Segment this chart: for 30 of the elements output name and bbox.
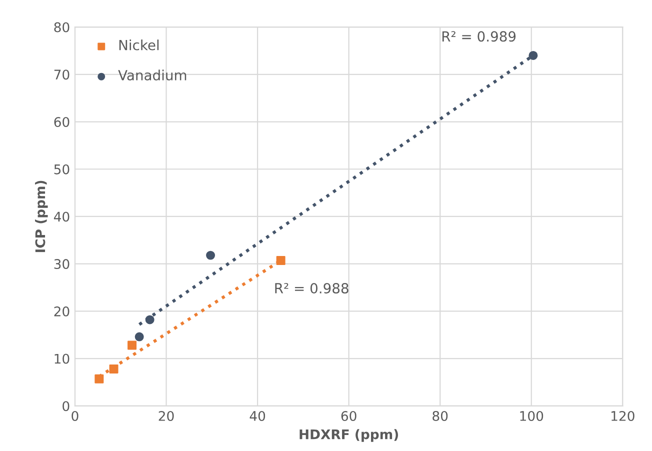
y-tick-label: 70 (54, 70, 70, 80)
point (145, 315, 154, 324)
legend-label: Vanadium (118, 70, 186, 80)
x-tick-label: 80 (432, 410, 448, 421)
x-axis-title: HDXRF (ppm) (300, 429, 398, 442)
x-tick-label: 40 (250, 410, 266, 421)
point (128, 340, 137, 350)
y-tick-label: 20 (54, 306, 70, 316)
x-tick-label: 100 (520, 410, 544, 421)
y-tick-label: 60 (54, 116, 70, 127)
x-tick-label: 60 (341, 410, 356, 421)
x-tick-label: 120 (612, 410, 634, 421)
y-tick-label: 0 (62, 401, 70, 412)
point (109, 364, 118, 374)
y-tick-label: 30 (54, 259, 70, 270)
point (134, 332, 144, 342)
y-tick-label: 10 (54, 354, 70, 364)
y-tick-label: 40 (54, 212, 70, 222)
point (94, 374, 104, 384)
y-axis-title: ICP (ppm) (35, 180, 48, 252)
y-tick-label: 80 (54, 22, 70, 32)
y-tick-label: 50 (54, 164, 70, 174)
point (276, 256, 286, 266)
legend-label: Nickel (119, 40, 159, 50)
point (206, 250, 216, 260)
x-tick-label: 20 (158, 410, 174, 421)
point (528, 50, 538, 60)
annotation: R² = 0.989 (442, 31, 516, 42)
x-tick-label: 0 (72, 410, 78, 421)
annotation: R² = 0.988 (275, 282, 348, 294)
